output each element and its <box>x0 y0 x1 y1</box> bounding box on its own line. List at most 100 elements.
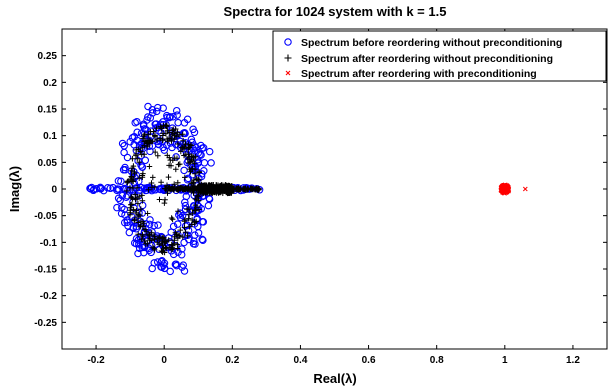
data-point <box>169 127 176 134</box>
data-point <box>175 141 181 147</box>
data-point <box>192 208 199 214</box>
x-tick-label: 1 <box>502 355 508 366</box>
data-point <box>167 157 174 163</box>
data-point <box>135 240 143 248</box>
data-point <box>166 162 172 169</box>
legend-label-preconditioned: Spectrum after reordering with precondit… <box>301 68 537 80</box>
data-point <box>194 229 203 237</box>
data-point <box>182 229 189 235</box>
data-point <box>148 109 157 117</box>
data-point <box>181 152 187 159</box>
data-point <box>191 219 198 225</box>
data-point <box>122 185 130 194</box>
data-point <box>175 161 182 168</box>
data-point <box>192 144 200 152</box>
data-point <box>106 184 115 193</box>
data-point <box>172 106 181 115</box>
data-point <box>141 238 148 244</box>
data-point <box>221 187 227 194</box>
data-point <box>175 179 181 186</box>
y-tick-label: -0.25 <box>34 318 57 329</box>
data-point <box>178 148 184 155</box>
data-point <box>165 237 172 243</box>
data-point <box>130 163 137 169</box>
data-point <box>192 154 199 160</box>
data-point <box>173 166 179 173</box>
data-point <box>190 186 197 193</box>
legend-entry-after: Spectrum after reordering without precon… <box>284 53 553 65</box>
data-point <box>125 228 134 237</box>
data-point <box>123 218 131 227</box>
data-point <box>165 138 171 144</box>
data-point <box>144 102 152 111</box>
data-point <box>182 217 188 223</box>
data-point <box>186 223 193 230</box>
data-point <box>169 250 178 259</box>
data-point <box>131 217 138 224</box>
data-point <box>500 184 506 189</box>
y-tick-label: 0.1 <box>43 131 57 142</box>
data-point <box>139 233 146 239</box>
data-point <box>181 144 188 150</box>
data-point <box>185 151 192 157</box>
data-point <box>188 153 195 159</box>
data-point <box>196 150 204 159</box>
data-point <box>216 188 223 195</box>
data-point <box>168 215 175 221</box>
data-point <box>156 241 162 248</box>
data-point <box>191 161 198 167</box>
data-point <box>180 267 189 275</box>
data-point <box>149 185 158 193</box>
x-tick-label: -0.2 <box>87 355 105 366</box>
chart-title: Spectra for 1024 system with k = 1.5 <box>224 4 447 19</box>
x-tick-label: 0.2 <box>225 355 239 366</box>
data-point <box>145 220 154 229</box>
data-point <box>191 207 198 213</box>
data-point <box>211 189 218 195</box>
data-point <box>139 192 145 199</box>
data-point <box>174 245 181 252</box>
data-point <box>117 209 126 218</box>
data-point <box>157 123 164 130</box>
data-point <box>187 169 194 175</box>
data-point <box>189 210 196 217</box>
data-point <box>136 175 142 181</box>
data-point <box>121 163 129 172</box>
x-tick-label: 1.2 <box>566 355 580 366</box>
data-point <box>182 141 189 147</box>
data-point <box>175 208 181 214</box>
y-tick-label: 0.05 <box>38 158 58 169</box>
x-axis-label: Real(λ) <box>313 371 356 386</box>
legend-entry-before: Spectrum before reordering without preco… <box>284 37 562 49</box>
y-tick-label: -0.15 <box>34 265 57 276</box>
legend-x-marker <box>285 70 291 76</box>
data-point <box>181 129 189 138</box>
data-point <box>145 187 152 193</box>
data-point <box>123 153 132 162</box>
data-point <box>169 216 176 223</box>
y-tick-label: 0 <box>51 185 57 196</box>
legend-label-after: Spectrum after reordering without precon… <box>301 53 553 65</box>
data-point <box>151 247 158 253</box>
data-point <box>164 190 171 196</box>
data-point <box>129 224 138 232</box>
data-point <box>141 133 147 139</box>
legend-plus-marker <box>284 54 292 62</box>
data-point <box>124 188 130 194</box>
y-tick-label: -0.05 <box>34 211 57 222</box>
data-point <box>139 120 148 129</box>
legend-entry-preconditioned: Spectrum after reordering with precondit… <box>285 68 537 80</box>
data-point <box>150 174 156 181</box>
data-point <box>192 196 199 202</box>
y-axis-label: Imag(λ) <box>7 166 22 212</box>
data-point <box>173 111 181 119</box>
data-point <box>138 206 144 212</box>
data-point <box>185 235 193 244</box>
data-point <box>181 224 188 231</box>
y-tick-label: -0.2 <box>40 291 58 302</box>
data-point <box>150 221 159 230</box>
axis-ticks: -0.2 0 0.2 0.4 0.6 0.8 1 1.2 0.25 0.2 0.15 0.1 0.05 0… <box>34 29 607 366</box>
y-tick-label: 0.15 <box>38 105 58 116</box>
series-3-points <box>498 182 528 196</box>
data-point <box>148 264 156 273</box>
